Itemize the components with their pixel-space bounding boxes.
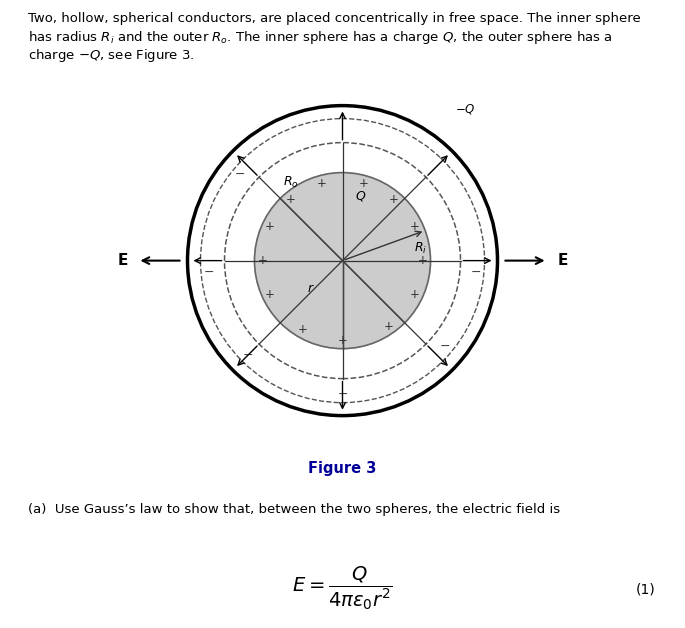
Text: +: + [338, 334, 347, 347]
Text: +: + [265, 288, 275, 301]
Text: −: − [242, 349, 253, 362]
Text: +: + [410, 220, 420, 234]
Text: +: + [358, 177, 368, 190]
Text: (1): (1) [635, 583, 655, 597]
Text: charge $-Q$, see Figure 3.: charge $-Q$, see Figure 3. [28, 47, 195, 64]
Text: +: + [297, 323, 308, 337]
Text: (a)  Use Gauss’s law to show that, between the two spheres, the electric field i: (a) Use Gauss’s law to show that, betwee… [28, 502, 560, 516]
Text: −: − [471, 266, 482, 279]
Text: +: + [258, 254, 267, 267]
Text: −: − [337, 388, 348, 401]
Text: $R_i$: $R_i$ [414, 241, 427, 256]
Text: Figure 3: Figure 3 [308, 460, 377, 475]
Text: +: + [265, 220, 275, 234]
Text: +: + [384, 320, 393, 333]
Text: −: − [440, 340, 451, 354]
Text: $Q$: $Q$ [355, 188, 366, 203]
Text: has radius $R_i$ and the outer $R_o$. The inner sphere has a charge $Q$, the out: has radius $R_i$ and the outer $R_o$. Th… [28, 30, 612, 46]
Text: +: + [286, 193, 296, 206]
Text: $r$: $r$ [307, 282, 314, 295]
Text: +: + [410, 288, 420, 301]
Text: −: − [203, 266, 214, 279]
Text: +: + [389, 193, 399, 206]
Text: −: − [234, 168, 245, 181]
Text: Two, hollow, spherical conductors, are placed concentrically in free space. The : Two, hollow, spherical conductors, are p… [28, 12, 640, 25]
Text: $R_o$: $R_o$ [283, 175, 299, 190]
Text: +: + [418, 254, 427, 267]
Text: E: E [558, 253, 568, 268]
Text: E: E [117, 253, 127, 268]
Text: $E = \dfrac{Q}{4\pi\epsilon_0 r^2}$: $E = \dfrac{Q}{4\pi\epsilon_0 r^2}$ [292, 565, 393, 612]
Text: +: + [317, 177, 327, 190]
Circle shape [255, 173, 430, 349]
Text: $-Q$: $-Q$ [455, 102, 475, 116]
